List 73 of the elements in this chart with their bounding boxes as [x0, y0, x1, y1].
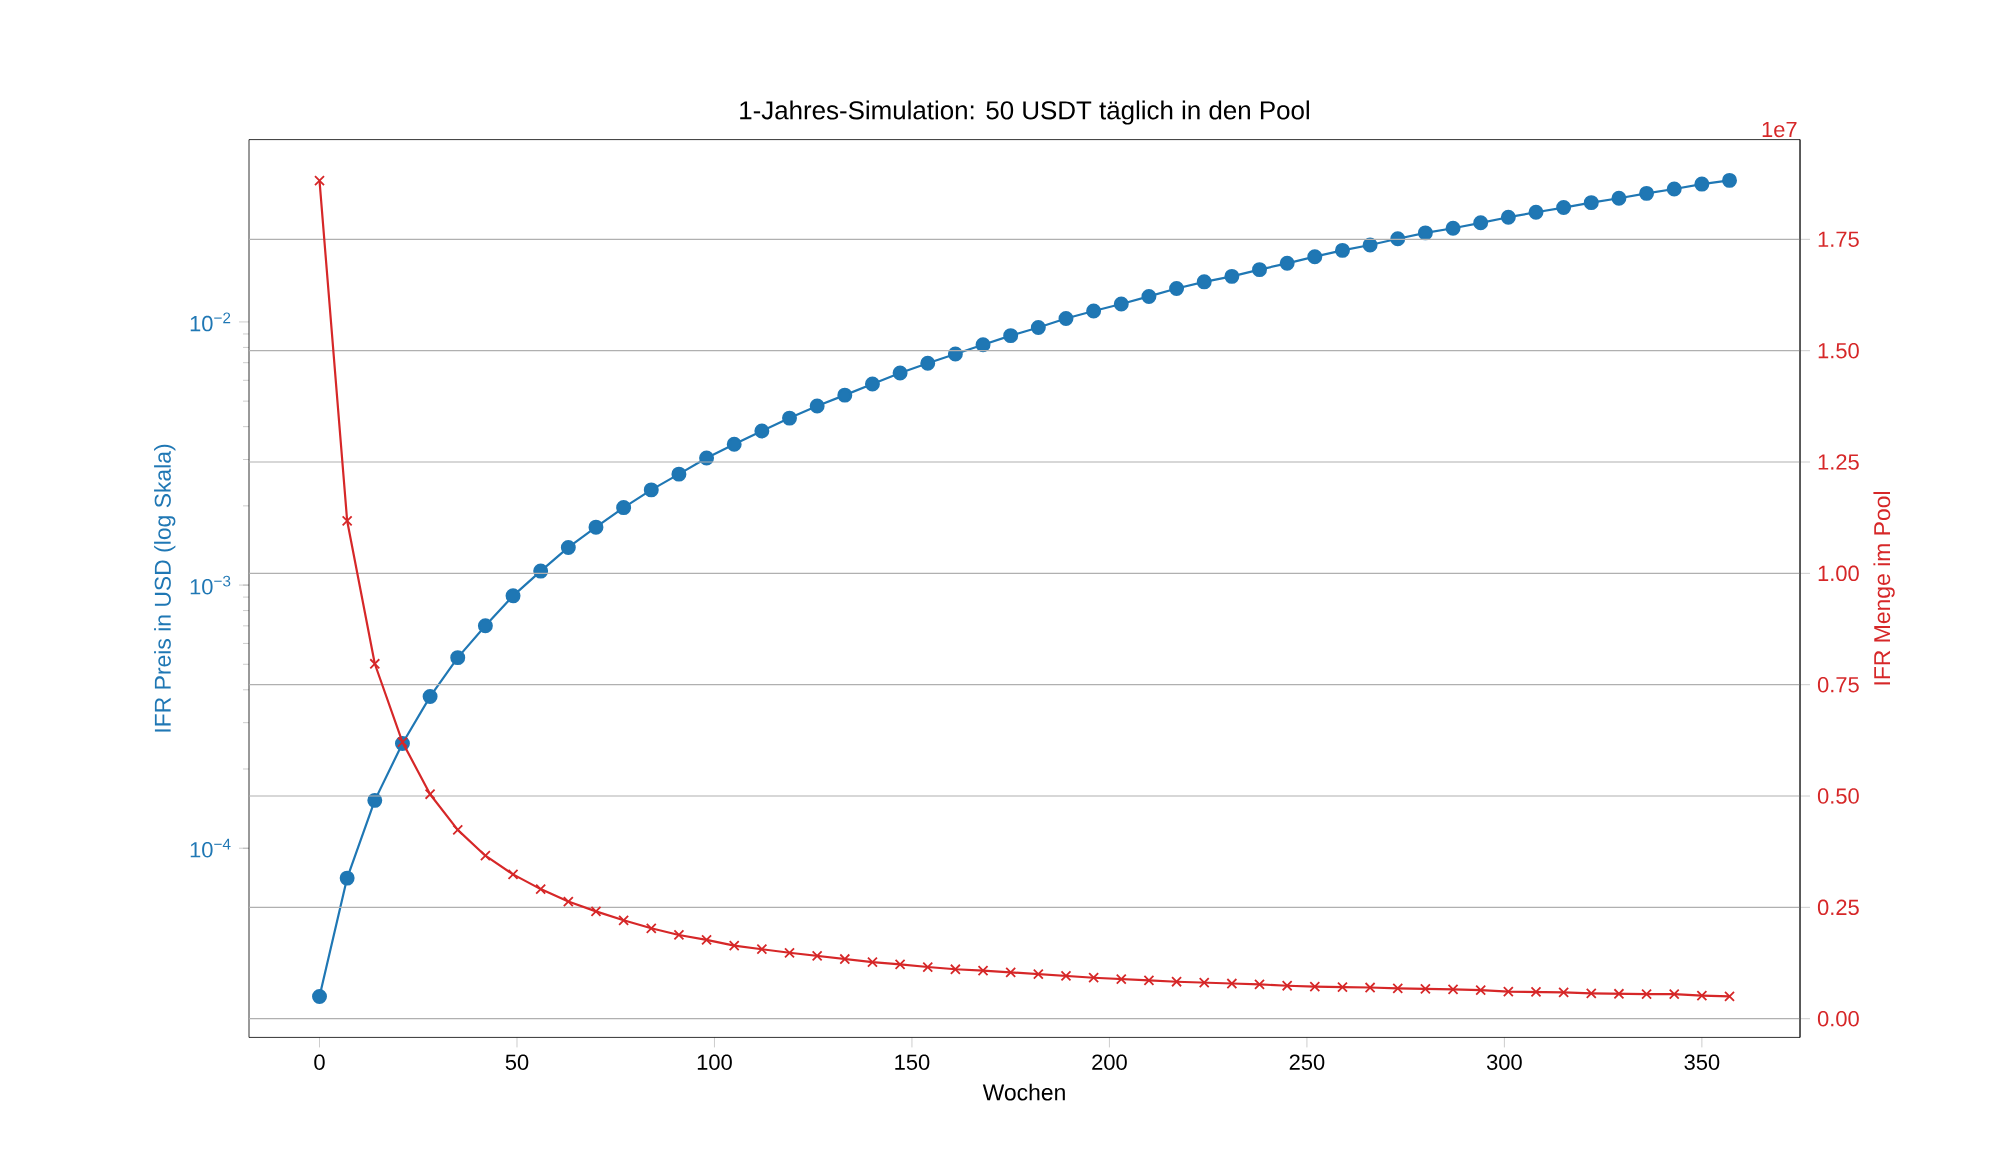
point [1583, 195, 1599, 211]
y-tick-label: 10$^{−2}$ [190, 312, 231, 332]
point [616, 500, 632, 516]
point [1362, 237, 1378, 253]
point [1390, 231, 1406, 247]
y-tick-label: 10$^{−3}$ [190, 575, 231, 595]
x-tick-label: 350 [1684, 1054, 1720, 1070]
point [1528, 204, 1544, 220]
point [1473, 215, 1489, 231]
point [1445, 220, 1461, 236]
point [450, 650, 466, 666]
point [422, 689, 438, 705]
point [505, 588, 521, 604]
point [892, 365, 908, 381]
point [754, 423, 770, 439]
point [975, 337, 991, 353]
point [1224, 268, 1240, 284]
point [1500, 209, 1516, 225]
y-axis-title: IFR Preis in USD (log Skala) [154, 444, 176, 732]
point [1196, 274, 1212, 290]
point [837, 387, 853, 403]
point [920, 355, 936, 371]
y-tick-label: 10$^{−4}$ [190, 838, 231, 858]
y2-tick-label: 0.25 [1817, 899, 1859, 916]
point [1722, 172, 1737, 188]
point [782, 410, 797, 426]
point [864, 376, 880, 392]
y2-tick-label: 1.50 [1818, 342, 1859, 359]
point [339, 870, 355, 886]
point [1279, 255, 1295, 271]
x-tick-label: 300 [1486, 1054, 1522, 1070]
y2-axis-title: IFR Menge im Pool [1873, 492, 1895, 685]
x-tick-label: 200 [1092, 1054, 1127, 1070]
point [947, 346, 963, 362]
x-axis-title: Wochen [982, 1083, 1065, 1101]
point [588, 519, 604, 535]
point [312, 989, 327, 1005]
point [1169, 280, 1185, 296]
point [809, 398, 825, 414]
y2-tick-label: 1.25 [1818, 454, 1859, 470]
point [671, 466, 687, 482]
x-tick-label: 100 [697, 1054, 732, 1070]
point [1086, 303, 1102, 319]
point [1003, 328, 1019, 344]
point [1307, 249, 1323, 265]
point [477, 618, 493, 634]
y2-tick-label: 1.75 [1818, 231, 1859, 247]
chart-title: 1-Jahres-Simulation: 50 USDT täglich in den Pool [740, 100, 1309, 125]
point [1030, 320, 1046, 336]
point [1334, 242, 1350, 258]
y2-tick-label: 0.50 [1817, 788, 1859, 804]
x-tick-label: 50 [505, 1054, 529, 1070]
point [560, 539, 576, 555]
point [1639, 185, 1655, 201]
point [1113, 296, 1129, 312]
point [1252, 262, 1267, 278]
point [643, 482, 659, 498]
point [1694, 176, 1710, 192]
text: 1e7 [1762, 121, 1797, 138]
point [726, 436, 742, 452]
y2-tick-label: 1.00 [1818, 565, 1859, 582]
x-tick-label: 150 [895, 1054, 930, 1070]
y2-tick-label: 0.75 [1817, 676, 1859, 693]
point [1611, 190, 1627, 206]
point [1666, 181, 1682, 197]
point [1417, 225, 1433, 241]
y2-tick-label: 0.00 [1817, 1010, 1859, 1027]
point [1141, 288, 1157, 304]
x-tick-label: 250 [1289, 1054, 1325, 1070]
x-tick-label: 0 [314, 1054, 325, 1070]
point [1058, 311, 1074, 327]
point [533, 563, 549, 579]
point [1556, 200, 1572, 216]
